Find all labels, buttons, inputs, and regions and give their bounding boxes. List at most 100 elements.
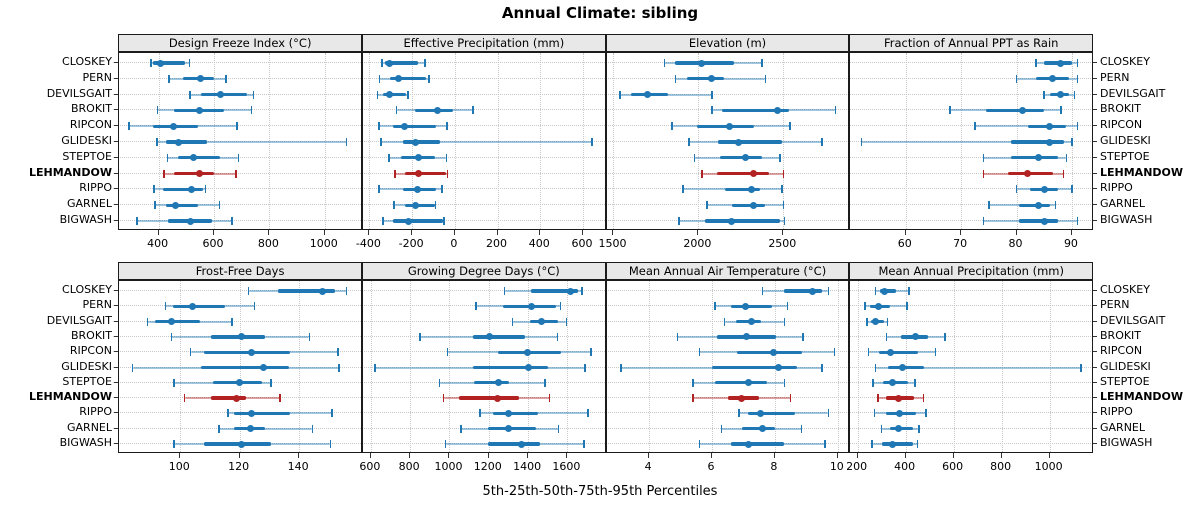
x-tick-label: 600 xyxy=(571,237,593,250)
whisker-5-95 xyxy=(156,141,347,143)
y-tick-mark-right xyxy=(1093,172,1098,174)
whisker-cap-low xyxy=(479,409,481,418)
median-dot xyxy=(1040,185,1048,193)
site-label-right: GARNEL xyxy=(1100,197,1198,212)
x-tick-mark xyxy=(411,230,413,235)
x-tick-label: 70 xyxy=(953,237,968,250)
whisker-cap-high xyxy=(446,169,449,178)
bar-25-75 xyxy=(686,77,724,81)
site-label-left: DEVILSGAIT xyxy=(0,313,112,328)
whisker-cap-high xyxy=(204,185,207,194)
whisker-cap-high xyxy=(1076,59,1079,67)
site-label-left: BIGWASH xyxy=(0,213,112,227)
whisker-cap-high xyxy=(235,169,237,178)
x-tick-mark xyxy=(213,230,214,235)
y-tick-mark-left xyxy=(114,412,119,414)
whisker-cap-high xyxy=(1073,90,1076,99)
whisker-cap-low xyxy=(620,363,622,372)
x-tick-mark xyxy=(960,230,962,235)
whisker-5-95 xyxy=(975,125,1078,128)
median-dot xyxy=(233,394,241,402)
whisker-cap-low xyxy=(1015,74,1018,83)
bar-25-75 xyxy=(487,442,540,446)
whisker-cap-low xyxy=(877,394,879,403)
whisker-cap-high xyxy=(345,287,348,295)
whisker-cap-high xyxy=(1080,363,1082,372)
grid-tick-line xyxy=(961,53,963,229)
site-label-left: STEPTOE xyxy=(0,374,112,389)
bar-25-75 xyxy=(718,140,782,144)
site-label-left: GLIDESKI xyxy=(0,134,112,148)
y-tick-mark-right xyxy=(1093,141,1098,142)
site-label-right: BROKIT xyxy=(1100,328,1198,343)
bar-25-75 xyxy=(172,304,225,308)
median-dot xyxy=(743,333,751,341)
whisker-cap-low xyxy=(982,169,985,178)
whisker-cap-low xyxy=(189,348,192,357)
whisker-cap-low xyxy=(170,332,173,341)
y-tick-mark-right xyxy=(1093,366,1098,368)
x-tick-label: 2500 xyxy=(768,237,797,250)
median-dot xyxy=(750,170,758,178)
bar-25-75 xyxy=(880,289,896,293)
whisker-cap-high xyxy=(446,122,448,131)
whisker-cap-low xyxy=(379,138,382,146)
site-label-left: BIGWASH xyxy=(0,436,112,450)
whisker-cap-high xyxy=(565,317,568,326)
bar-25-75 xyxy=(278,289,335,293)
whisker-cap-high xyxy=(329,440,332,448)
x-tick-label: 200 xyxy=(486,237,508,250)
site-label-left: PERN xyxy=(0,70,112,85)
y-tick-mark-right xyxy=(1093,412,1098,414)
bar-25-75 xyxy=(748,411,796,416)
panel-strip-title: Effective Precipitation (mm) xyxy=(403,36,565,50)
x-tick-label: 6 xyxy=(707,460,715,473)
whisker-cap-low xyxy=(153,185,155,194)
whisker-cap-low xyxy=(670,122,673,131)
y-tick-mark-left xyxy=(114,351,119,353)
median-dot xyxy=(504,409,512,417)
x-tick-mark xyxy=(527,453,529,458)
panel-strip-title: Growing Degree Days (°C) xyxy=(407,264,560,278)
chart-title: Annual Climate: sibling xyxy=(501,4,699,22)
whisker-cap-low xyxy=(974,122,976,131)
bar-25-75 xyxy=(383,92,407,97)
whisker-cap-low xyxy=(723,317,726,326)
grid-tick-line xyxy=(540,53,542,229)
whisker-cap-high xyxy=(583,440,585,448)
site-label-left: LEHMANDOW xyxy=(0,390,112,405)
x-tick-mark xyxy=(836,453,838,458)
whisker-cap-low xyxy=(698,440,701,448)
y-tick-mark-right xyxy=(1093,77,1098,79)
median-dot xyxy=(237,440,245,448)
median-dot xyxy=(734,138,742,146)
x-tick-mark xyxy=(1015,230,1017,235)
panel xyxy=(362,280,606,453)
panel-strip-title: Mean Annual Air Temperature (°C) xyxy=(628,264,827,278)
whisker-cap-high xyxy=(218,201,221,210)
median-dot xyxy=(524,364,532,371)
bar-25-75 xyxy=(154,319,200,324)
bar-25-75 xyxy=(404,171,446,176)
y-tick-mark-right xyxy=(1093,397,1098,399)
grid-tick-line xyxy=(837,281,839,452)
whisker-cap-high xyxy=(278,394,281,403)
y-tick-mark-left xyxy=(114,188,119,190)
median-dot xyxy=(707,75,715,83)
x-tick-label: 400 xyxy=(528,237,550,250)
grid-tick-line xyxy=(1049,281,1051,452)
whisker-cap-high xyxy=(934,348,937,357)
bar-25-75 xyxy=(404,203,435,207)
median-dot xyxy=(888,440,896,448)
whisker-cap-high xyxy=(782,201,785,210)
y-tick-mark-left xyxy=(114,381,119,383)
x-tick-mark xyxy=(697,230,699,235)
site-label-left: CLOSKEY xyxy=(0,283,112,297)
panel-strip: Mean Annual Air Temperature (°C) xyxy=(605,262,850,280)
whisker-cap-high xyxy=(407,90,409,99)
median-dot xyxy=(196,170,204,178)
site-label-right: GLIDESKI xyxy=(1100,134,1198,148)
whisker-cap-high xyxy=(237,153,240,162)
whisker-cap-low xyxy=(373,363,376,372)
median-dot xyxy=(774,364,782,371)
